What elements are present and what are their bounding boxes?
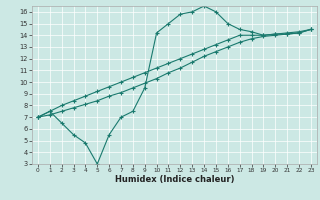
X-axis label: Humidex (Indice chaleur): Humidex (Indice chaleur) [115,175,234,184]
